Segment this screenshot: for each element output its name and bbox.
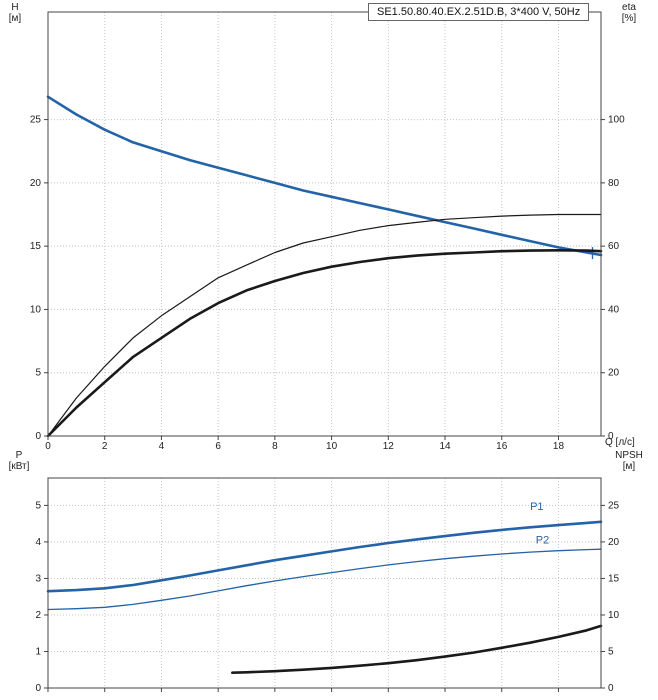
p-axis-title-symbol: P [15, 450, 23, 461]
x-tick-label: 14 [439, 441, 451, 452]
y-right-tick-label: 100 [608, 115, 625, 126]
npsh-axis-title-symbol: NPSH [615, 450, 643, 461]
y-right-tick-label: 25 [608, 500, 620, 511]
y-left-tick-label: 2 [35, 610, 41, 621]
eta-axis-title-unit: [%] [621, 13, 637, 24]
power-npsh-chart: P1 P2 0 1 2 3 4 5 0 5 10 15 20 25 [35, 477, 620, 694]
hq-eta-chart: 0 2 4 6 8 10 12 14 16 18 0 5 10 15 20 25 0 20 40 60 80 100 [30, 11, 625, 452]
y-right-tick-label: 40 [608, 304, 620, 315]
x-tick-label: 0 [45, 441, 51, 452]
y-left-tick-label: 25 [30, 115, 42, 126]
h-axis-title-unit: [м] [8, 13, 22, 24]
h-axis-title-symbol: H [11, 2, 19, 13]
npsh-curve [231, 624, 603, 675]
y-left-tick-label: 20 [30, 178, 42, 189]
head-curve [46, 95, 603, 257]
x-tick-label: 6 [215, 441, 221, 452]
p2-curve [47, 548, 602, 611]
y-left-tick-label: 3 [35, 573, 41, 584]
y-right-tick-label: 5 [608, 646, 614, 657]
y-left-tick-label: 1 [35, 646, 41, 657]
q-axis-title: Q [л/с] [605, 437, 635, 448]
y-right-tick-label: 80 [608, 178, 620, 189]
efficiency-curve-thin [47, 213, 602, 437]
y-right-tick-label: 20 [608, 537, 620, 548]
y-left-tick-label: 0 [35, 683, 41, 694]
y-right-tick-label: 0 [608, 683, 614, 694]
y-left-tick-label: 5 [35, 500, 41, 511]
y-left-tick-label: 0 [35, 431, 41, 442]
y-right-tick-label: 15 [608, 573, 620, 584]
plot-frame [47, 11, 602, 437]
y-right-tick-label: 60 [608, 241, 620, 252]
y-right-tick-label: 20 [608, 368, 620, 379]
eta-axis-title-symbol: eta [622, 2, 636, 13]
y-left-tick-label: 15 [30, 241, 42, 252]
plot-area [48, 478, 601, 688]
plot-area [48, 12, 601, 436]
npsh-axis-title: NPSH [м] [606, 450, 652, 472]
pump-model-title-box: SE1.50.80.40.EX.2.51D.B, 3*400 V, 50Hz [368, 3, 590, 21]
x-tick-label: 8 [272, 441, 278, 452]
y-left-tick-label: 5 [35, 368, 41, 379]
x-tick-label: 2 [102, 441, 108, 452]
x-tick-label: 16 [496, 441, 508, 452]
x-tick-label: 10 [326, 441, 338, 452]
y-right-tick-label: 0 [608, 431, 614, 442]
p1-curve-label: P1 [530, 501, 543, 513]
efficiency-curve-thick [46, 249, 603, 438]
npsh-axis-title-unit: [м] [622, 461, 636, 472]
y-right-tick-label: 10 [608, 610, 620, 621]
p-axis-title: P [кВт] [2, 450, 36, 472]
x-tick-label: 12 [383, 441, 395, 452]
h-axis-title: H [м] [2, 2, 28, 24]
p2-curve-label: P2 [536, 535, 549, 547]
y-left-tick-label: 10 [30, 304, 42, 315]
y-left-tick-label: 4 [35, 537, 41, 548]
eta-axis-title: eta [%] [612, 2, 646, 24]
x-tick-label: 18 [553, 441, 565, 452]
p1-curve [46, 520, 603, 593]
p-axis-title-unit: [кВт] [8, 461, 30, 472]
plot-frame [47, 477, 602, 689]
x-tick-label: 4 [159, 441, 165, 452]
